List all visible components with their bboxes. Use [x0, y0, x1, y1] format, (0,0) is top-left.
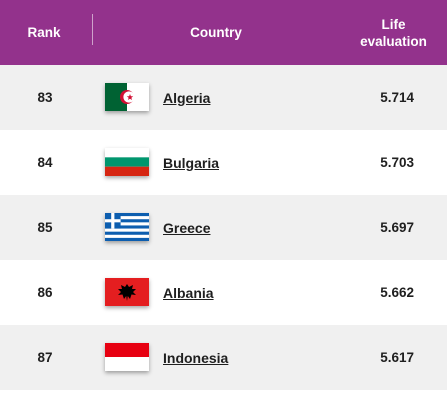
country-link[interactable]: Albania: [163, 284, 214, 301]
life-evaluation-cell: 5.697: [380, 220, 414, 235]
life-evaluation-column-header[interactable]: Life evaluation: [340, 0, 447, 65]
country-link[interactable]: Greece: [163, 219, 211, 236]
rank-cell: 84: [37, 155, 53, 170]
life-evaluation-cell: 5.617: [380, 350, 414, 365]
table-row: 83 Algeria 5.714: [0, 65, 447, 130]
rank-cell: 87: [37, 350, 53, 365]
life-evaluation-cell: 5.714: [380, 90, 414, 105]
algeria-flag-icon: [105, 83, 149, 111]
indonesia-flag-icon: [105, 343, 149, 371]
header-divider: [92, 14, 93, 45]
rank-column-header[interactable]: Rank: [27, 25, 61, 40]
ranking-table: Rank Country Life evaluation 83 Algeria …: [0, 0, 447, 390]
table-row: 84 Bulgaria 5.703: [0, 130, 447, 195]
life-evaluation-cell: 5.703: [380, 155, 414, 170]
albania-flag-icon: [105, 278, 149, 306]
rank-cell: 83: [37, 90, 53, 105]
country-link[interactable]: Algeria: [163, 89, 211, 106]
table-row: 87 Indonesia 5.617: [0, 325, 447, 390]
table-header: Rank Country Life evaluation: [0, 0, 447, 65]
table-row: 85 Greece 5.697: [0, 195, 447, 260]
greece-flag-icon: [105, 213, 149, 241]
country-link[interactable]: Bulgaria: [163, 154, 220, 171]
rank-cell: 86: [37, 285, 53, 300]
country-column-header[interactable]: Country: [190, 25, 242, 40]
life-evaluation-header-line1: Life: [381, 16, 406, 32]
bulgaria-flag-icon: [105, 148, 149, 176]
life-evaluation-cell: 5.662: [380, 285, 414, 300]
country-link[interactable]: Indonesia: [163, 349, 229, 366]
life-evaluation-header-line2: evaluation: [360, 33, 427, 49]
table-row: 86 Albania 5.662: [0, 260, 447, 325]
rank-cell: 85: [37, 220, 53, 235]
